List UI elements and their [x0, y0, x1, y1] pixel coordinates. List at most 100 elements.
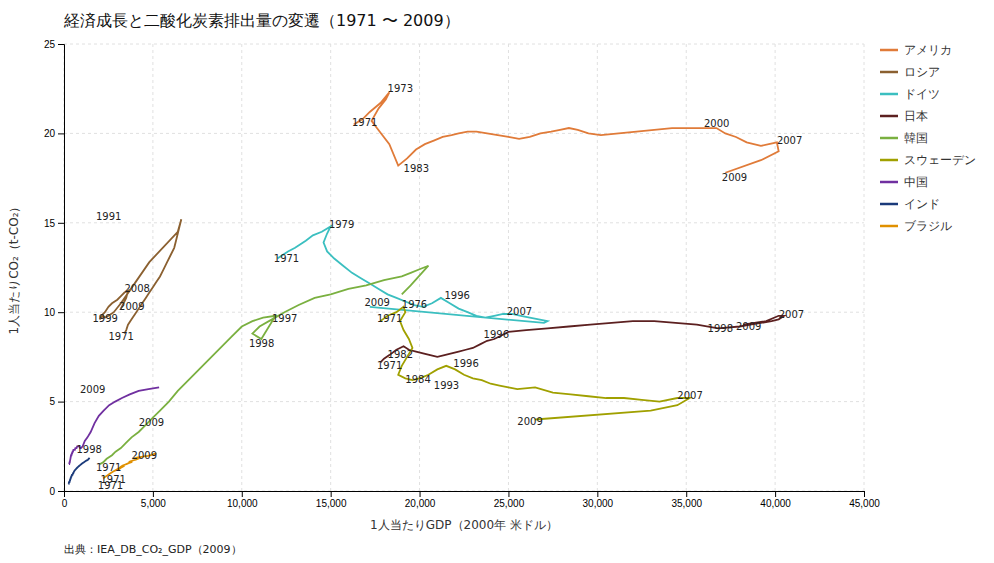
lines: [68, 92, 784, 484]
annotation: 1999: [92, 313, 117, 324]
legend-item: スウェーデン: [880, 153, 976, 167]
x-tick-label: 25,000: [494, 498, 525, 509]
y-tick-mark: [58, 402, 64, 403]
legend-item: インド: [880, 197, 940, 211]
annotation: 2009: [80, 384, 105, 395]
legend-item: 日本: [880, 109, 928, 123]
grid-line-x: [508, 44, 509, 491]
annotation: 2007: [677, 390, 702, 401]
x-tick-label: 10,000: [227, 498, 258, 509]
x-tick-mark: [242, 491, 243, 497]
annotation: 1998: [249, 338, 274, 349]
y-tick-mark: [58, 491, 64, 492]
annotation: 2008: [124, 283, 149, 294]
x-axis-title: 1人当たりGDP（2000年 米ドル）: [370, 518, 558, 532]
annotation: 1976: [402, 299, 427, 310]
x-axis-line: [65, 492, 865, 498]
legend-item: 韓国: [880, 131, 928, 145]
x-tick-label: 35,000: [671, 498, 702, 509]
series-line: [354, 92, 779, 172]
x-tick-mark: [331, 491, 332, 497]
x-tick-mark: [597, 491, 598, 497]
y-axis-line: [58, 45, 65, 492]
x-tick-label: 45,000: [849, 498, 880, 509]
annotation: 1984: [405, 374, 430, 385]
annotation: 2009: [132, 450, 157, 461]
annotation: 1997: [272, 313, 297, 324]
y-tick-label: 15: [44, 218, 56, 229]
y-tick-label: 5: [49, 396, 55, 407]
annotation: 2009: [364, 297, 389, 308]
x-tick-mark: [153, 491, 154, 497]
x-axis: 05,00010,00015,00020,00025,00030,00035,0…: [62, 491, 881, 509]
annotation: 1971: [96, 462, 121, 473]
grid-line-y: [64, 401, 864, 402]
x-tick-label: 5,000: [141, 498, 166, 509]
annotation: 1996: [444, 290, 469, 301]
series-line: [68, 458, 89, 484]
annotation: 2009: [722, 172, 747, 183]
series-line: [380, 307, 689, 420]
legend-label: 中国: [904, 175, 928, 189]
x-tick-mark: [508, 491, 509, 497]
legend-item: 中国: [880, 175, 928, 189]
annotation: 1971: [377, 313, 402, 324]
y-tick-label: 20: [44, 128, 56, 139]
annotation: 1996: [453, 358, 478, 369]
legend-label: インド: [904, 197, 940, 211]
x-tick: 25,000: [494, 491, 525, 509]
chart: 05,00010,00015,00020,00025,00030,00035,0…: [0, 0, 994, 563]
x-tick: 15,000: [316, 491, 347, 509]
y-axis: 0510152025: [44, 39, 65, 497]
y-tick-label: 25: [44, 39, 56, 50]
x-tick: 0: [62, 491, 68, 509]
grid-line-y: [64, 312, 864, 313]
annotation: 1971: [108, 331, 133, 342]
annotation: 1971: [352, 117, 377, 128]
legend-label: ドイツ: [904, 87, 940, 101]
y-tick: 25: [44, 39, 64, 50]
annotation: 2009: [736, 321, 761, 332]
y-tick: 15: [44, 218, 64, 229]
annotation: 1998: [76, 444, 101, 455]
grid-line-y: [64, 222, 864, 223]
title: 経済成長と二酸化炭素排出量の変遷（1971 〜 2009）: [63, 11, 460, 30]
legend-swatch: [880, 159, 898, 162]
grid-line-x: [775, 44, 776, 491]
series-line: [277, 226, 547, 323]
legend-item: ブラジル: [880, 219, 952, 233]
annotation: 1982: [388, 349, 413, 360]
legend-swatch: [880, 203, 898, 206]
annotation: 2009: [139, 417, 164, 428]
x-tick-mark: [775, 491, 776, 497]
annotation: 1971: [377, 360, 402, 371]
legend-item: ドイツ: [880, 87, 940, 101]
legend-item: アメリカ: [880, 43, 952, 57]
grid-line-x: [864, 44, 865, 491]
annotation: 1971: [274, 253, 299, 264]
legend-item: ロシア: [880, 65, 940, 79]
legend-label: スウェーデン: [904, 153, 976, 167]
series-line: [100, 266, 429, 464]
grid-line-x: [686, 44, 687, 491]
x-tick-label: 40,000: [760, 498, 791, 509]
x-tick-mark: [686, 491, 687, 497]
grid-line-x: [419, 44, 420, 491]
grid-line-x: [241, 44, 242, 491]
y-tick-mark: [58, 312, 64, 313]
grid: [64, 44, 864, 491]
annotation: 2007: [779, 309, 804, 320]
legend-swatch: [880, 71, 898, 74]
y-tick-mark: [58, 223, 64, 224]
y-tick: 5: [49, 396, 64, 407]
legend-label: ブラジル: [904, 219, 952, 233]
x-tick-mark: [864, 491, 865, 497]
annotation: 2007: [777, 135, 802, 146]
series-line: [380, 316, 784, 362]
annotation: 2009: [119, 301, 144, 312]
grid-line-x: [330, 44, 331, 491]
legend-swatch: [880, 49, 898, 52]
source: 出典：IEA_DB_CO₂_GDP（2009）: [64, 543, 242, 556]
legend-swatch: [880, 137, 898, 140]
y-tick: 10: [44, 307, 64, 318]
